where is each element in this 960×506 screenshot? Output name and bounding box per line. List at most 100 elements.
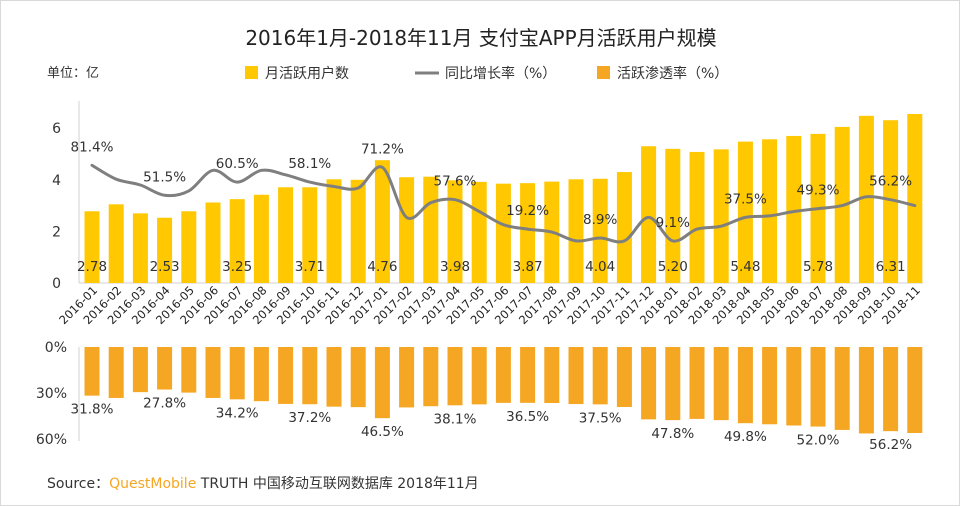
growth-value-2017-01: 71.2% bbox=[361, 141, 404, 157]
source-prefix: Source： bbox=[47, 476, 110, 492]
penetration-bars bbox=[84, 347, 923, 434]
user-value-2016-01: 2.78 bbox=[77, 259, 107, 275]
penetration-value-2018-04: 49.8% bbox=[724, 429, 767, 445]
penetration-bar-2016-04 bbox=[157, 347, 173, 390]
user-bar-2017-05 bbox=[471, 181, 487, 283]
penetration-bar-2018-05 bbox=[762, 347, 778, 425]
penetration-bar-2017-04 bbox=[447, 347, 463, 406]
legend-swatch-users bbox=[245, 66, 258, 79]
legend: 月活跃用户数 同比增长率（%） 活跃渗透率（%） bbox=[245, 65, 728, 82]
x-axis-ticks: 2016-012016-022016-032016-042016-052016-… bbox=[56, 283, 923, 327]
user-bar-2016-02 bbox=[108, 204, 124, 283]
penetration-bar-2016-01 bbox=[84, 347, 100, 396]
top-y-tick-0: 0 bbox=[52, 276, 61, 292]
user-value-2018-07: 5.78 bbox=[803, 259, 833, 275]
penetration-bar-2018-04 bbox=[737, 347, 753, 424]
user-bar-2017-07 bbox=[520, 183, 536, 283]
penetration-bar-2018-06 bbox=[786, 347, 802, 426]
penetration-bar-2017-08 bbox=[544, 347, 560, 403]
growth-line bbox=[90, 163, 917, 244]
growth-value-2018-01: 9.1% bbox=[656, 215, 690, 231]
user-bar-2017-09 bbox=[568, 179, 584, 283]
growth-labels: 81.4% 51.5% 60.5% 58.1% 71.2% 57.6% 19.2% 8.9% 9… bbox=[71, 139, 913, 231]
user-bar-2016-08 bbox=[253, 194, 269, 283]
user-bar-2018-09 bbox=[858, 115, 874, 283]
user-value-2018-10: 6.31 bbox=[876, 259, 906, 275]
user-bar-2018-04 bbox=[737, 141, 753, 283]
user-bar-2016-01 bbox=[84, 211, 100, 283]
user-bar-2017-01 bbox=[374, 160, 390, 283]
user-value-2018-01: 5.20 bbox=[658, 259, 688, 275]
user-bar-2016-12 bbox=[350, 179, 366, 283]
user-value-2016-10: 3.71 bbox=[295, 259, 325, 275]
penetration-bar-2016-07 bbox=[229, 347, 245, 400]
user-bar-2018-05 bbox=[762, 139, 778, 283]
user-bar-2016-07 bbox=[229, 199, 245, 283]
user-value-2017-01: 4.76 bbox=[367, 259, 397, 275]
user-bar-2017-02 bbox=[399, 177, 415, 283]
user-bar-2017-04 bbox=[447, 180, 463, 283]
penetration-bar-2018-09 bbox=[858, 347, 874, 434]
penetration-bar-2016-03 bbox=[132, 347, 148, 393]
user-value-2016-04: 2.53 bbox=[150, 259, 180, 275]
penetration-bar-2018-01 bbox=[665, 347, 681, 421]
bottom-y-tick-30: 30% bbox=[36, 386, 67, 402]
growth-value-2016-10: 58.1% bbox=[288, 156, 331, 172]
user-bar-2018-11 bbox=[907, 114, 923, 283]
user-bar-2016-03 bbox=[132, 213, 148, 283]
unit-label: 单位：亿 bbox=[47, 66, 99, 81]
user-value-2016-07: 3.25 bbox=[222, 259, 252, 275]
penetration-bar-2018-07 bbox=[810, 347, 826, 427]
penetration-value-2018-01: 47.8% bbox=[651, 426, 694, 442]
penetration-bar-2018-03 bbox=[713, 347, 729, 421]
penetration-value-2016-04: 27.8% bbox=[143, 396, 186, 412]
user-bar-2017-06 bbox=[495, 183, 511, 283]
penetration-bar-2016-08 bbox=[253, 347, 269, 402]
bottom-y-tick-60: 60% bbox=[36, 432, 67, 448]
penetration-bar-2018-10 bbox=[883, 347, 899, 432]
penetration-value-2016-10: 37.2% bbox=[288, 410, 331, 426]
penetration-bar-2016-10 bbox=[302, 347, 318, 405]
penetration-value-2017-04: 38.1% bbox=[434, 411, 477, 427]
penetration-bar-2016-06 bbox=[205, 347, 221, 398]
growth-value-2016-07: 60.5% bbox=[216, 156, 259, 172]
user-bar-2016-05 bbox=[181, 211, 197, 283]
user-bar-2016-06 bbox=[205, 202, 221, 283]
growth-value-2016-04: 51.5% bbox=[143, 169, 186, 185]
penetration-value-2018-10: 56.2% bbox=[869, 437, 912, 453]
penetration-value-2017-01: 46.5% bbox=[361, 424, 404, 440]
user-bar-2016-10 bbox=[302, 187, 318, 283]
penetration-labels: 31.8% 27.8% 34.2% 37.2% 46.5% 38.1% 36.5% 37.5%… bbox=[71, 396, 913, 454]
growth-value-2018-04: 37.5% bbox=[724, 191, 767, 207]
legend-label-growth: 同比增长率（%） bbox=[445, 65, 556, 82]
growth-value-2018-10: 56.2% bbox=[869, 174, 912, 190]
penetration-value-2017-10: 37.5% bbox=[579, 410, 622, 426]
bottom-y-tick-0: 0% bbox=[45, 340, 67, 356]
penetration-bar-2017-09 bbox=[568, 347, 584, 405]
user-bar-2018-02 bbox=[689, 151, 705, 283]
top-y-tick-6: 6 bbox=[52, 121, 61, 137]
user-bar-2016-11 bbox=[326, 179, 342, 283]
legend-label-penetration: 活跃渗透率（%） bbox=[617, 65, 728, 82]
penetration-bar-2018-08 bbox=[834, 347, 850, 430]
user-bar-2017-12 bbox=[641, 146, 657, 283]
penetration-bar-2017-07 bbox=[520, 347, 536, 403]
penetration-bar-2016-02 bbox=[108, 347, 124, 398]
penetration-bar-2018-11 bbox=[907, 347, 923, 433]
growth-value-2016-01: 81.4% bbox=[71, 139, 114, 155]
penetration-bar-2017-05 bbox=[471, 347, 487, 405]
user-value-2018-04: 5.48 bbox=[730, 259, 760, 275]
user-value-2017-10: 4.04 bbox=[585, 259, 615, 275]
growth-line-path bbox=[90, 163, 917, 244]
source-text: TRUTH 中国移动互联网数据库 2018年11月 bbox=[196, 476, 479, 492]
growth-value-2018-07: 49.3% bbox=[797, 183, 840, 199]
source-note: Source：QuestMobile TRUTH 中国移动互联网数据库 2018… bbox=[47, 473, 479, 493]
legend-swatch-penetration bbox=[597, 66, 610, 79]
penetration-bar-2016-11 bbox=[326, 347, 342, 407]
user-value-2017-07: 3.87 bbox=[513, 259, 543, 275]
growth-value-2017-04: 57.6% bbox=[434, 174, 477, 190]
penetration-bar-2017-02 bbox=[399, 347, 415, 408]
top-y-tick-2: 2 bbox=[52, 224, 61, 240]
user-bar-labels: 2.78 2.53 3.25 3.71 4.76 3.98 3.87 4.04 5.20 5.48… bbox=[77, 259, 906, 275]
growth-value-2017-10: 8.9% bbox=[583, 212, 617, 228]
